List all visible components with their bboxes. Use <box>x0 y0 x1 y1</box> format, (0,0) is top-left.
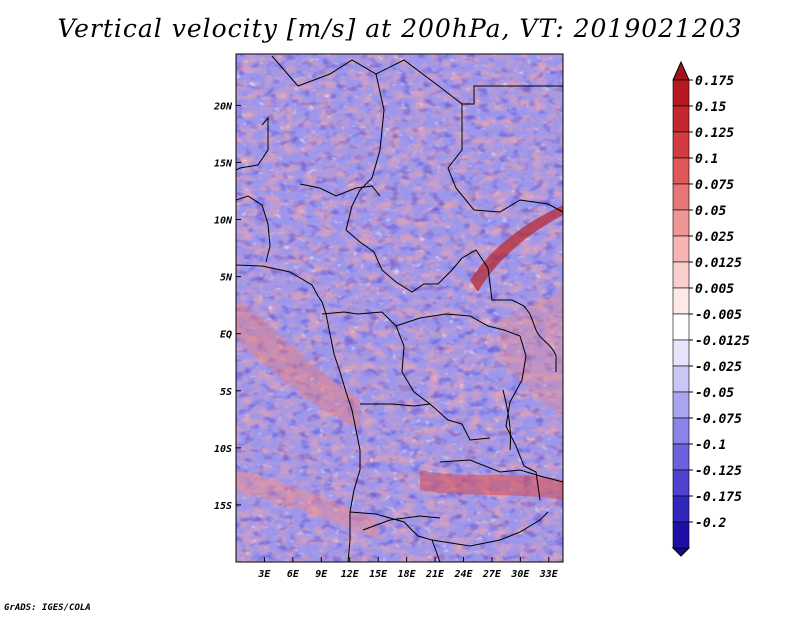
colorbar-label: 0.0125 <box>695 256 742 271</box>
colorbar-swatch <box>672 235 690 263</box>
colorbar-swatch <box>672 443 690 471</box>
lon-tick-label: 21E <box>425 569 445 580</box>
colorbar-swatch <box>672 131 690 159</box>
country-borders <box>236 55 563 562</box>
colorbar-swatch <box>672 79 690 107</box>
colorbar-legend: 0.175 0.15 0.125 0.1 0.075 0.05 0.025 0.0125 0.0… <box>671 60 750 557</box>
lat-tick-label: 10S <box>214 444 232 455</box>
colorbar-label: -0.1 <box>695 438 726 453</box>
colorbar-label: 0.025 <box>695 230 734 245</box>
lat-tick-label: 15N <box>214 158 233 169</box>
colorbar-swatch <box>672 365 690 393</box>
velocity-field <box>236 54 563 562</box>
colorbar-label: -0.05 <box>695 386 734 401</box>
colorbar-swatch <box>672 417 690 445</box>
colorbar-swatch <box>672 183 690 211</box>
lon-tick-label: 15E <box>369 569 388 580</box>
colorbar-label: -0.2 <box>695 516 726 531</box>
colorbar-label: 0.175 <box>695 74 734 89</box>
longitude-axis: 3E 6E 9E 12E 15E 18E 21E 24E 27E 30E 33E <box>257 557 559 580</box>
colorbar-swatch <box>672 313 690 341</box>
colorbar-label: 0.125 <box>695 126 734 141</box>
colorbar-swatch <box>672 209 690 237</box>
lon-tick-label: 27E <box>482 569 502 580</box>
lon-tick-label: 33E <box>539 569 559 580</box>
plot-frame <box>235 53 564 563</box>
colorbar-label: -0.075 <box>695 412 742 427</box>
colorbar-swatch <box>672 339 690 367</box>
colorbar-swatch <box>672 495 690 523</box>
colorbar-label: -0.005 <box>695 308 742 323</box>
lon-tick-label: 30E <box>510 569 530 580</box>
colorbar-label: -0.175 <box>695 490 742 505</box>
lon-tick-label: 18E <box>398 569 417 580</box>
colorbar-label: 0.1 <box>695 152 718 167</box>
lat-tick-label: 5S <box>220 387 232 398</box>
colorbar-swatch <box>672 105 690 133</box>
colorbar-label: -0.025 <box>695 360 742 375</box>
lat-tick-label: 5N <box>220 273 233 284</box>
colorbar-swatch <box>672 469 690 497</box>
colorbar-swatch <box>672 521 690 549</box>
colorbar-swatch <box>672 287 690 315</box>
lon-tick-label: 6E <box>287 569 300 580</box>
map-title: Vertical velocity [m/s] at 200hPa, VT: 2… <box>57 14 743 43</box>
lon-tick-label: 24E <box>453 569 473 580</box>
lat-tick-label: 15S <box>214 501 232 512</box>
colorbar-top-triangle <box>672 60 690 81</box>
lon-tick-label: 12E <box>341 569 360 580</box>
lat-tick-label: 20N <box>213 101 233 112</box>
latitude-axis: 20N 15N 10N 5N EQ 5S 10S 15S <box>213 101 241 512</box>
colorbar-label: 0.15 <box>695 100 726 115</box>
lat-tick-label: 10N <box>214 216 233 227</box>
colorbar-label: -0.125 <box>695 464 742 479</box>
colorbar-label: 0.005 <box>695 282 734 297</box>
colorbar-label: 0.075 <box>695 178 734 193</box>
lat-tick-label: EQ <box>220 330 232 341</box>
lon-tick-label: 9E <box>315 569 328 580</box>
colorbar-swatch <box>672 391 690 419</box>
colorbar-label: -0.0125 <box>695 334 750 349</box>
colorbar-swatch <box>672 157 690 185</box>
lon-tick-label: 3E <box>257 569 271 580</box>
colorbar-swatch <box>672 261 690 289</box>
colorbar-bottom-triangle <box>671 547 691 557</box>
colorbar-label: 0.05 <box>695 204 726 219</box>
grads-credit: GrADS: IGES/COLA <box>4 603 91 613</box>
